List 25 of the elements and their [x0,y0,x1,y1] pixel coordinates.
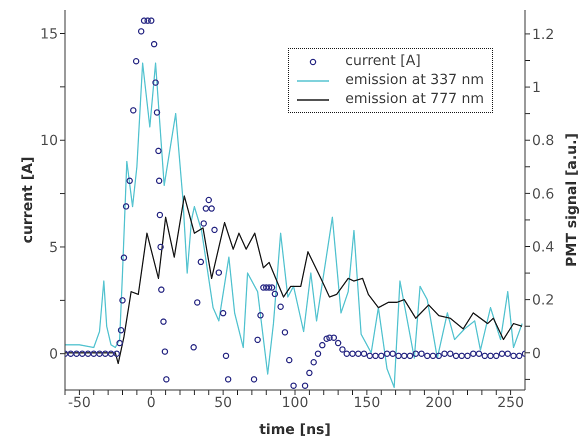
y2-tick-label: 0 [532,346,541,362]
y-axis-title: current [A] [20,156,36,244]
legend-label: emission at 337 nm [345,71,484,90]
x-axis-title: time [ns] [259,422,331,438]
line-series [65,195,523,364]
y-tick-label: 10 [40,133,58,150]
y2-tick-label: 1.2 [532,26,554,43]
y-tick-label: 15 [40,26,58,42]
legend-label: current [A] [345,52,421,71]
x-tick-label: 50 [214,394,232,411]
x-tick-label: 0 [146,394,156,411]
x-tick-label: -50 [68,394,91,411]
y2-tick-label: 0.2 [532,292,554,309]
y2-tick-label: 0.6 [532,186,554,202]
y2-axis-title: PMT signal [a.u.] [564,133,580,267]
y-tick-label: 5 [49,240,58,256]
y2-tick-label: 0.4 [532,239,554,256]
x-tick-label: 200 [425,394,452,411]
x-tick-label: 100 [282,394,308,411]
y2-tick-label: 0.8 [532,133,554,150]
y2-tick-label: 1 [532,80,541,96]
legend-label: emission at 777 nm [345,90,484,109]
x-tick-label: 250 [497,394,524,411]
x-tick-label: 150 [354,394,380,411]
y-tick-label: 0 [49,346,58,363]
